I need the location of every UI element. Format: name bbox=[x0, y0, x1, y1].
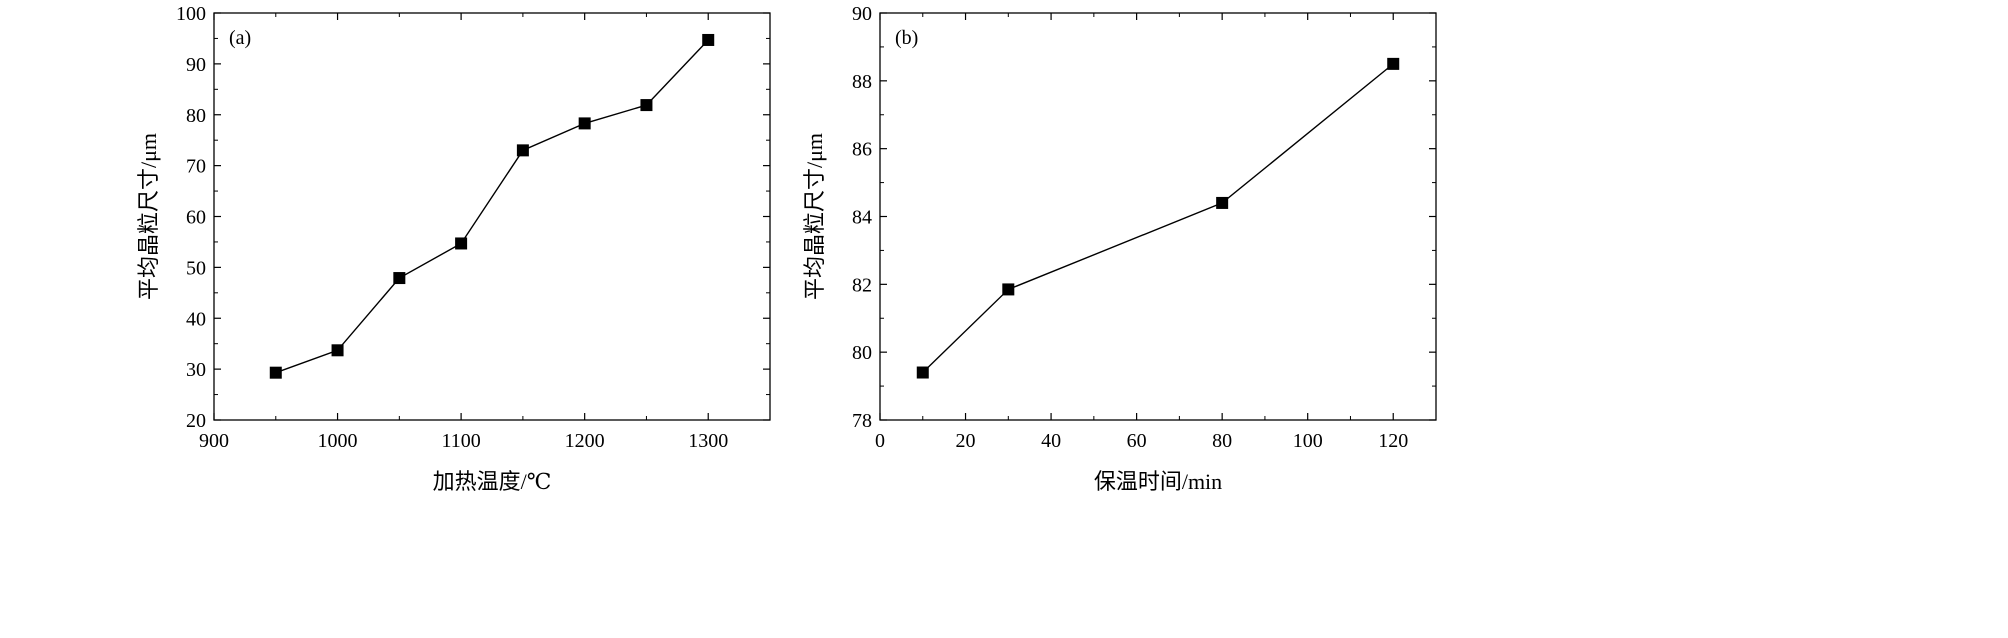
data-point bbox=[1387, 57, 1400, 70]
x-tick-label: 1000 bbox=[318, 430, 358, 452]
y-tick-label: 60 bbox=[186, 207, 206, 229]
y-tick-label: 100 bbox=[176, 3, 206, 25]
data-point bbox=[1002, 283, 1015, 296]
y-tick-label: 84 bbox=[852, 207, 872, 229]
chart-panel-a: (a) 加热温度/℃ 平均晶粒尺寸/μm 900 1000 1100 1200 1300… bbox=[136, 3, 771, 494]
y-tick-label: 88 bbox=[852, 71, 872, 93]
x-tick-label: 1300 bbox=[688, 430, 728, 452]
data-point bbox=[516, 144, 529, 157]
y-tick-label: 86 bbox=[852, 139, 872, 161]
axis-ticks: 900 1000 1100 1200 1300 20 30 40 50 60 70 80 90 100 bbox=[176, 3, 770, 452]
data-point bbox=[393, 272, 406, 285]
data-series bbox=[269, 33, 715, 379]
data-point bbox=[640, 99, 653, 112]
data-point bbox=[331, 344, 344, 357]
y-tick-label: 78 bbox=[852, 410, 872, 432]
x-tick-label: 900 bbox=[199, 430, 229, 452]
y-axis-label: 平均晶粒尺寸/μm bbox=[136, 133, 161, 300]
y-tick-label: 30 bbox=[186, 359, 206, 381]
data-point bbox=[269, 366, 282, 379]
data-point bbox=[1216, 196, 1229, 209]
y-tick-label: 20 bbox=[186, 410, 206, 432]
data-point bbox=[702, 33, 715, 46]
series-line bbox=[922, 63, 1394, 374]
y-tick-label: 50 bbox=[186, 257, 206, 279]
x-axis-label: 加热温度/℃ bbox=[433, 469, 552, 494]
figure: (a) 加热温度/℃ 平均晶粒尺寸/μm 900 1000 1100 1200 1300… bbox=[136, 3, 1437, 494]
x-tick-label: 60 bbox=[1127, 430, 1147, 452]
y-tick-label: 80 bbox=[186, 105, 206, 127]
axis-ticks: 0 20 40 60 80 100 120 78 80 82 84 86 88 90 bbox=[852, 3, 1436, 452]
y-tick-label: 82 bbox=[852, 274, 872, 296]
data-point bbox=[455, 237, 468, 250]
chart-figure: (a) 加热温度/℃ 平均晶粒尺寸/μm 900 1000 1100 1200 1300… bbox=[136, 3, 1437, 494]
x-tick-label: 80 bbox=[1212, 430, 1232, 452]
x-tick-label: 40 bbox=[1041, 430, 1061, 452]
data-series bbox=[916, 57, 1400, 379]
x-tick-label: 100 bbox=[1293, 430, 1323, 452]
y-tick-label: 80 bbox=[852, 342, 872, 364]
panel-label: (a) bbox=[229, 27, 251, 49]
x-axis-label: 保温时间/min bbox=[1094, 469, 1222, 494]
x-tick-label: 0 bbox=[875, 430, 885, 452]
series-line bbox=[275, 39, 709, 374]
chart-panel-b: (b) 保温时间/min 平均晶粒尺寸/μm 0 20 40 60 80 100 120 78… bbox=[802, 3, 1437, 494]
x-tick-label: 1200 bbox=[565, 430, 605, 452]
y-axis-label: 平均晶粒尺寸/μm bbox=[802, 133, 827, 300]
panel-label: (b) bbox=[895, 27, 918, 49]
y-tick-label: 90 bbox=[186, 54, 206, 76]
data-point bbox=[916, 366, 929, 379]
y-tick-label: 40 bbox=[186, 308, 206, 330]
plot-frame bbox=[213, 12, 771, 421]
data-point bbox=[578, 117, 591, 130]
plot-frame bbox=[879, 12, 1437, 421]
y-tick-label: 70 bbox=[186, 156, 206, 178]
x-tick-label: 20 bbox=[956, 430, 976, 452]
x-tick-label: 1100 bbox=[441, 430, 480, 452]
x-tick-label: 120 bbox=[1378, 430, 1408, 452]
y-tick-label: 90 bbox=[852, 3, 872, 25]
